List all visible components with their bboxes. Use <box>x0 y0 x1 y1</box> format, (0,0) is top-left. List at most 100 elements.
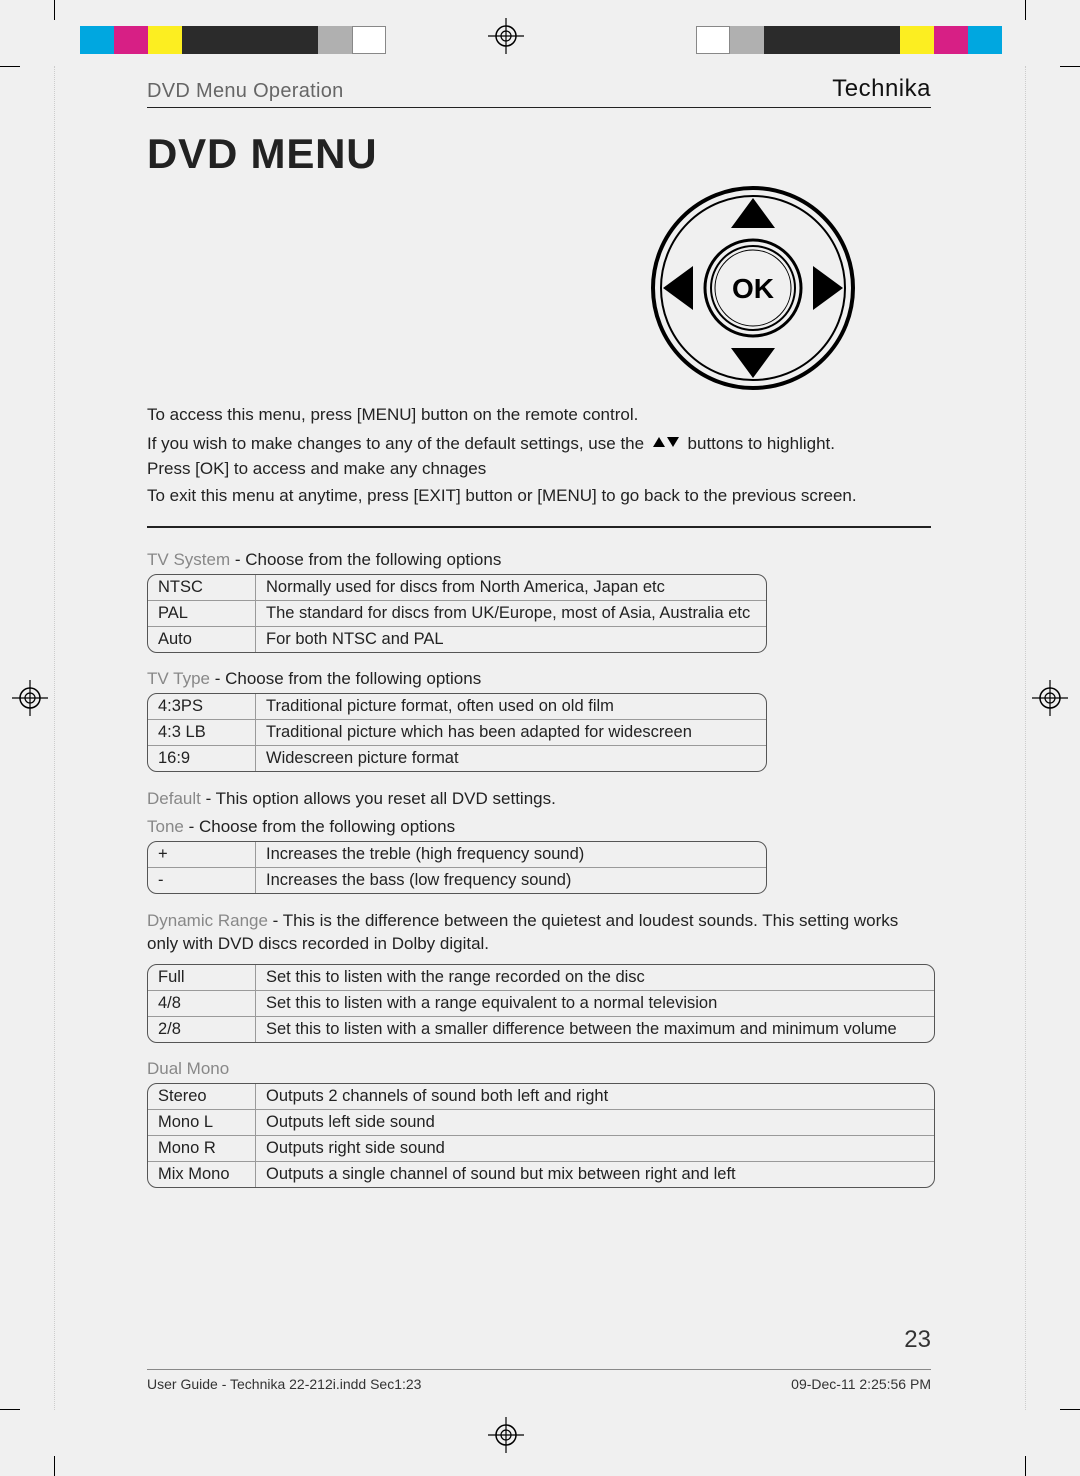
imposition-footer: User Guide - Technika 22-212i.indd Sec1:… <box>147 1369 931 1392</box>
crop-swatch <box>832 26 866 54</box>
option-name: 4/8 <box>148 991 256 1017</box>
default-line: Default - This option allows you reset a… <box>147 788 931 811</box>
table-row: StereoOutputs 2 channels of sound both l… <box>148 1084 934 1110</box>
table-row: PALThe standard for discs from UK/Europe… <box>148 601 766 627</box>
trim-tick <box>1025 1456 1026 1476</box>
table-row: Mix MonoOutputs a single channel of soun… <box>148 1162 934 1187</box>
option-desc: Traditional picture format, often used o… <box>256 694 766 720</box>
table-row: +Increases the treble (high frequency so… <box>148 842 766 868</box>
option-desc: For both NTSC and PAL <box>256 627 766 652</box>
tone-label: Tone - Choose from the following options <box>147 817 931 837</box>
crop-swatch <box>764 26 798 54</box>
navpad-illustration: OK <box>147 178 863 398</box>
table-row: 4:3PSTraditional picture format, often u… <box>148 694 766 720</box>
option-desc: Set this to listen with the range record… <box>256 965 934 991</box>
label-muted: TV System <box>147 550 230 569</box>
label-muted: Default <box>147 789 201 808</box>
dual-mono-label: Dual Mono <box>147 1059 931 1079</box>
registration-mark-left <box>12 680 48 721</box>
trim-tick <box>0 1409 20 1410</box>
label-rest: - Choose from the following options <box>210 669 481 688</box>
option-desc: Set this to listen with a smaller differ… <box>256 1017 934 1042</box>
option-name: Mix Mono <box>148 1162 256 1187</box>
crop-swatch <box>730 26 764 54</box>
table-row: 4/8Set this to listen with a range equiv… <box>148 991 934 1017</box>
crop-swatch <box>80 26 114 54</box>
table-row: AutoFor both NTSC and PAL <box>148 627 766 652</box>
crop-swatches-left <box>80 26 386 54</box>
crop-swatch <box>352 26 386 54</box>
tv-type-table: 4:3PSTraditional picture format, often u… <box>147 693 767 772</box>
option-desc: Normally used for discs from North Ameri… <box>256 575 766 601</box>
option-name: 4:3 LB <box>148 720 256 746</box>
crop-swatch <box>696 26 730 54</box>
option-desc: Widescreen picture format <box>256 746 766 771</box>
option-desc: Increases the treble (high frequency sou… <box>256 842 766 868</box>
label-rest: - Choose from the following options <box>184 817 455 836</box>
brand-logo: Technika <box>832 75 931 103</box>
section-divider <box>147 526 931 528</box>
option-name: + <box>148 842 256 868</box>
page-number: 23 <box>904 1326 931 1354</box>
option-name: 16:9 <box>148 746 256 771</box>
trim-tick <box>1025 0 1026 20</box>
crop-marks-row <box>0 26 1080 60</box>
label-rest: - This option allows you reset all DVD s… <box>201 789 556 808</box>
registration-mark-top <box>488 18 524 59</box>
crop-swatch <box>114 26 148 54</box>
navpad-svg: OK <box>643 178 863 398</box>
footer-left: User Guide - Technika 22-212i.indd Sec1:… <box>147 1376 421 1392</box>
crop-swatch <box>866 26 900 54</box>
registration-mark-bottom <box>488 1417 524 1458</box>
label-muted: Tone <box>147 817 184 836</box>
option-name: - <box>148 868 256 893</box>
dynamic-range-table: FullSet this to listen with the range re… <box>147 964 935 1043</box>
registration-mark-right <box>1032 680 1068 721</box>
footer-right: 09-Dec-11 2:25:56 PM <box>791 1376 931 1392</box>
trim-tick <box>54 0 55 20</box>
dual-mono-table: StereoOutputs 2 channels of sound both l… <box>147 1083 935 1188</box>
option-name: Mono R <box>148 1136 256 1162</box>
option-desc: Outputs a single channel of sound but mi… <box>256 1162 934 1187</box>
option-desc: Increases the bass (low frequency sound) <box>256 868 766 893</box>
trim-tick <box>1060 66 1080 67</box>
trim-tick <box>0 66 20 67</box>
tv-type-label: TV Type - Choose from the following opti… <box>147 669 931 689</box>
option-name: Mono L <box>148 1110 256 1136</box>
label-muted: Dynamic Range <box>147 911 268 930</box>
table-row: -Increases the bass (low frequency sound… <box>148 868 766 893</box>
table-row: NTSCNormally used for discs from North A… <box>148 575 766 601</box>
table-row: FullSet this to listen with the range re… <box>148 965 934 991</box>
intro-line-3: Press [OK] to access and make any chnage… <box>147 458 931 481</box>
tone-table: +Increases the treble (high frequency so… <box>147 841 767 894</box>
label-muted: TV Type <box>147 669 210 688</box>
intro-line-2: If you wish to make changes to any of th… <box>147 433 931 456</box>
page-content: DVD Menu Operation Technika DVD MENU OK … <box>147 82 931 1410</box>
header-bar: DVD Menu Operation Technika <box>147 82 931 108</box>
trim-tick <box>1060 1409 1080 1410</box>
up-down-arrows-icon <box>649 434 688 453</box>
crop-swatch <box>318 26 352 54</box>
crop-swatch <box>284 26 318 54</box>
page-title: DVD MENU <box>147 130 931 178</box>
dynamic-range-label: Dynamic Range - This is the difference b… <box>147 910 931 956</box>
intro-line-2b: buttons to highlight. <box>688 434 835 453</box>
crop-swatch <box>798 26 832 54</box>
crop-swatch <box>968 26 1002 54</box>
crop-swatch <box>250 26 284 54</box>
crop-swatch <box>900 26 934 54</box>
option-desc: Traditional picture which has been adapt… <box>256 720 766 746</box>
intro-line-1: To access this menu, press [MENU] button… <box>147 404 931 427</box>
intro-line-4: To exit this menu at anytime, press [EXI… <box>147 485 931 508</box>
option-desc: Outputs left side sound <box>256 1110 934 1136</box>
section-heading: DVD Menu Operation <box>147 80 344 103</box>
intro-text: To access this menu, press [MENU] button… <box>147 404 931 508</box>
option-desc: The standard for discs from UK/Europe, m… <box>256 601 766 627</box>
option-desc: Set this to listen with a range equivale… <box>256 991 934 1017</box>
navpad-ok-label: OK <box>732 273 774 304</box>
crop-swatch <box>934 26 968 54</box>
option-name: Auto <box>148 627 256 652</box>
table-row: Mono ROutputs right side sound <box>148 1136 934 1162</box>
crop-swatch <box>182 26 216 54</box>
page-frame: DVD Menu Operation Technika DVD MENU OK … <box>54 66 1026 1410</box>
